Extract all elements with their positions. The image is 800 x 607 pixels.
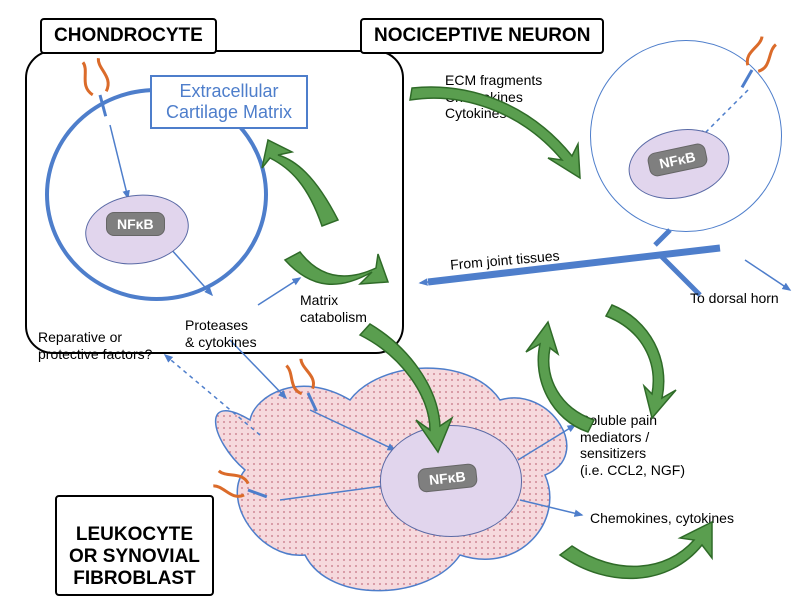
diagram-container: Extracellular Cartilage Matrix NFκB NFκB… — [0, 0, 800, 607]
leukocyte-title-text: LEUKOCYTE OR SYNOVIAL FIBROBLAST — [69, 524, 200, 589]
pain-mediators-text: Soluble pain mediators / sensitizers (i.… — [580, 395, 685, 479]
nfkb-label-2: NFκB — [658, 148, 697, 171]
from-joint-text: From joint tissues — [449, 247, 560, 273]
chemokines-text: Chemokines, cytokines — [590, 510, 734, 527]
neuron-title: NOCICEPTIVE NEURON — [360, 18, 604, 54]
pain-mediators-label: Soluble pain mediators / sensitizers (i.… — [580, 412, 685, 478]
reparative-text: Reparative or protective factors? — [38, 312, 152, 362]
leukocyte-title: LEUKOCYTE OR SYNOVIAL FIBROBLAST — [55, 495, 214, 596]
chemokines-label: Chemokines, cytokines — [590, 510, 734, 526]
to-dorsal-label: To dorsal horn — [690, 290, 779, 306]
ecm-label: Extracellular Cartilage Matrix — [166, 81, 292, 122]
neuron-signals-text: ECM fragments Chemokines Cytokines — [445, 55, 542, 122]
proteases-text: Proteases & cytokines — [185, 300, 257, 350]
nfkb-label-3: NFκB — [428, 468, 466, 488]
chondrocyte-title-text: CHONDROCYTE — [54, 25, 203, 46]
matrix-catabolism-label: Matrix catabolism — [300, 292, 367, 325]
to-dorsal-text: To dorsal horn — [690, 290, 779, 307]
nfkb-label-1: NFκB — [117, 216, 154, 232]
chondrocyte-title: CHONDROCYTE — [40, 18, 217, 54]
proteases-label: Proteases & cytokines — [185, 317, 257, 350]
reparative-label: Reparative or protective factors? — [38, 329, 152, 362]
neuron-title-text: NOCICEPTIVE NEURON — [374, 25, 590, 46]
chondrocyte-nfkb: NFκB — [106, 212, 165, 236]
from-joint-label: From joint tissues — [449, 247, 560, 273]
ecm-box: Extracellular Cartilage Matrix — [150, 75, 308, 129]
neuron-signals-label: ECM fragments Chemokines Cytokines — [445, 72, 542, 122]
matrix-catabolism-text: Matrix catabolism — [300, 275, 367, 325]
